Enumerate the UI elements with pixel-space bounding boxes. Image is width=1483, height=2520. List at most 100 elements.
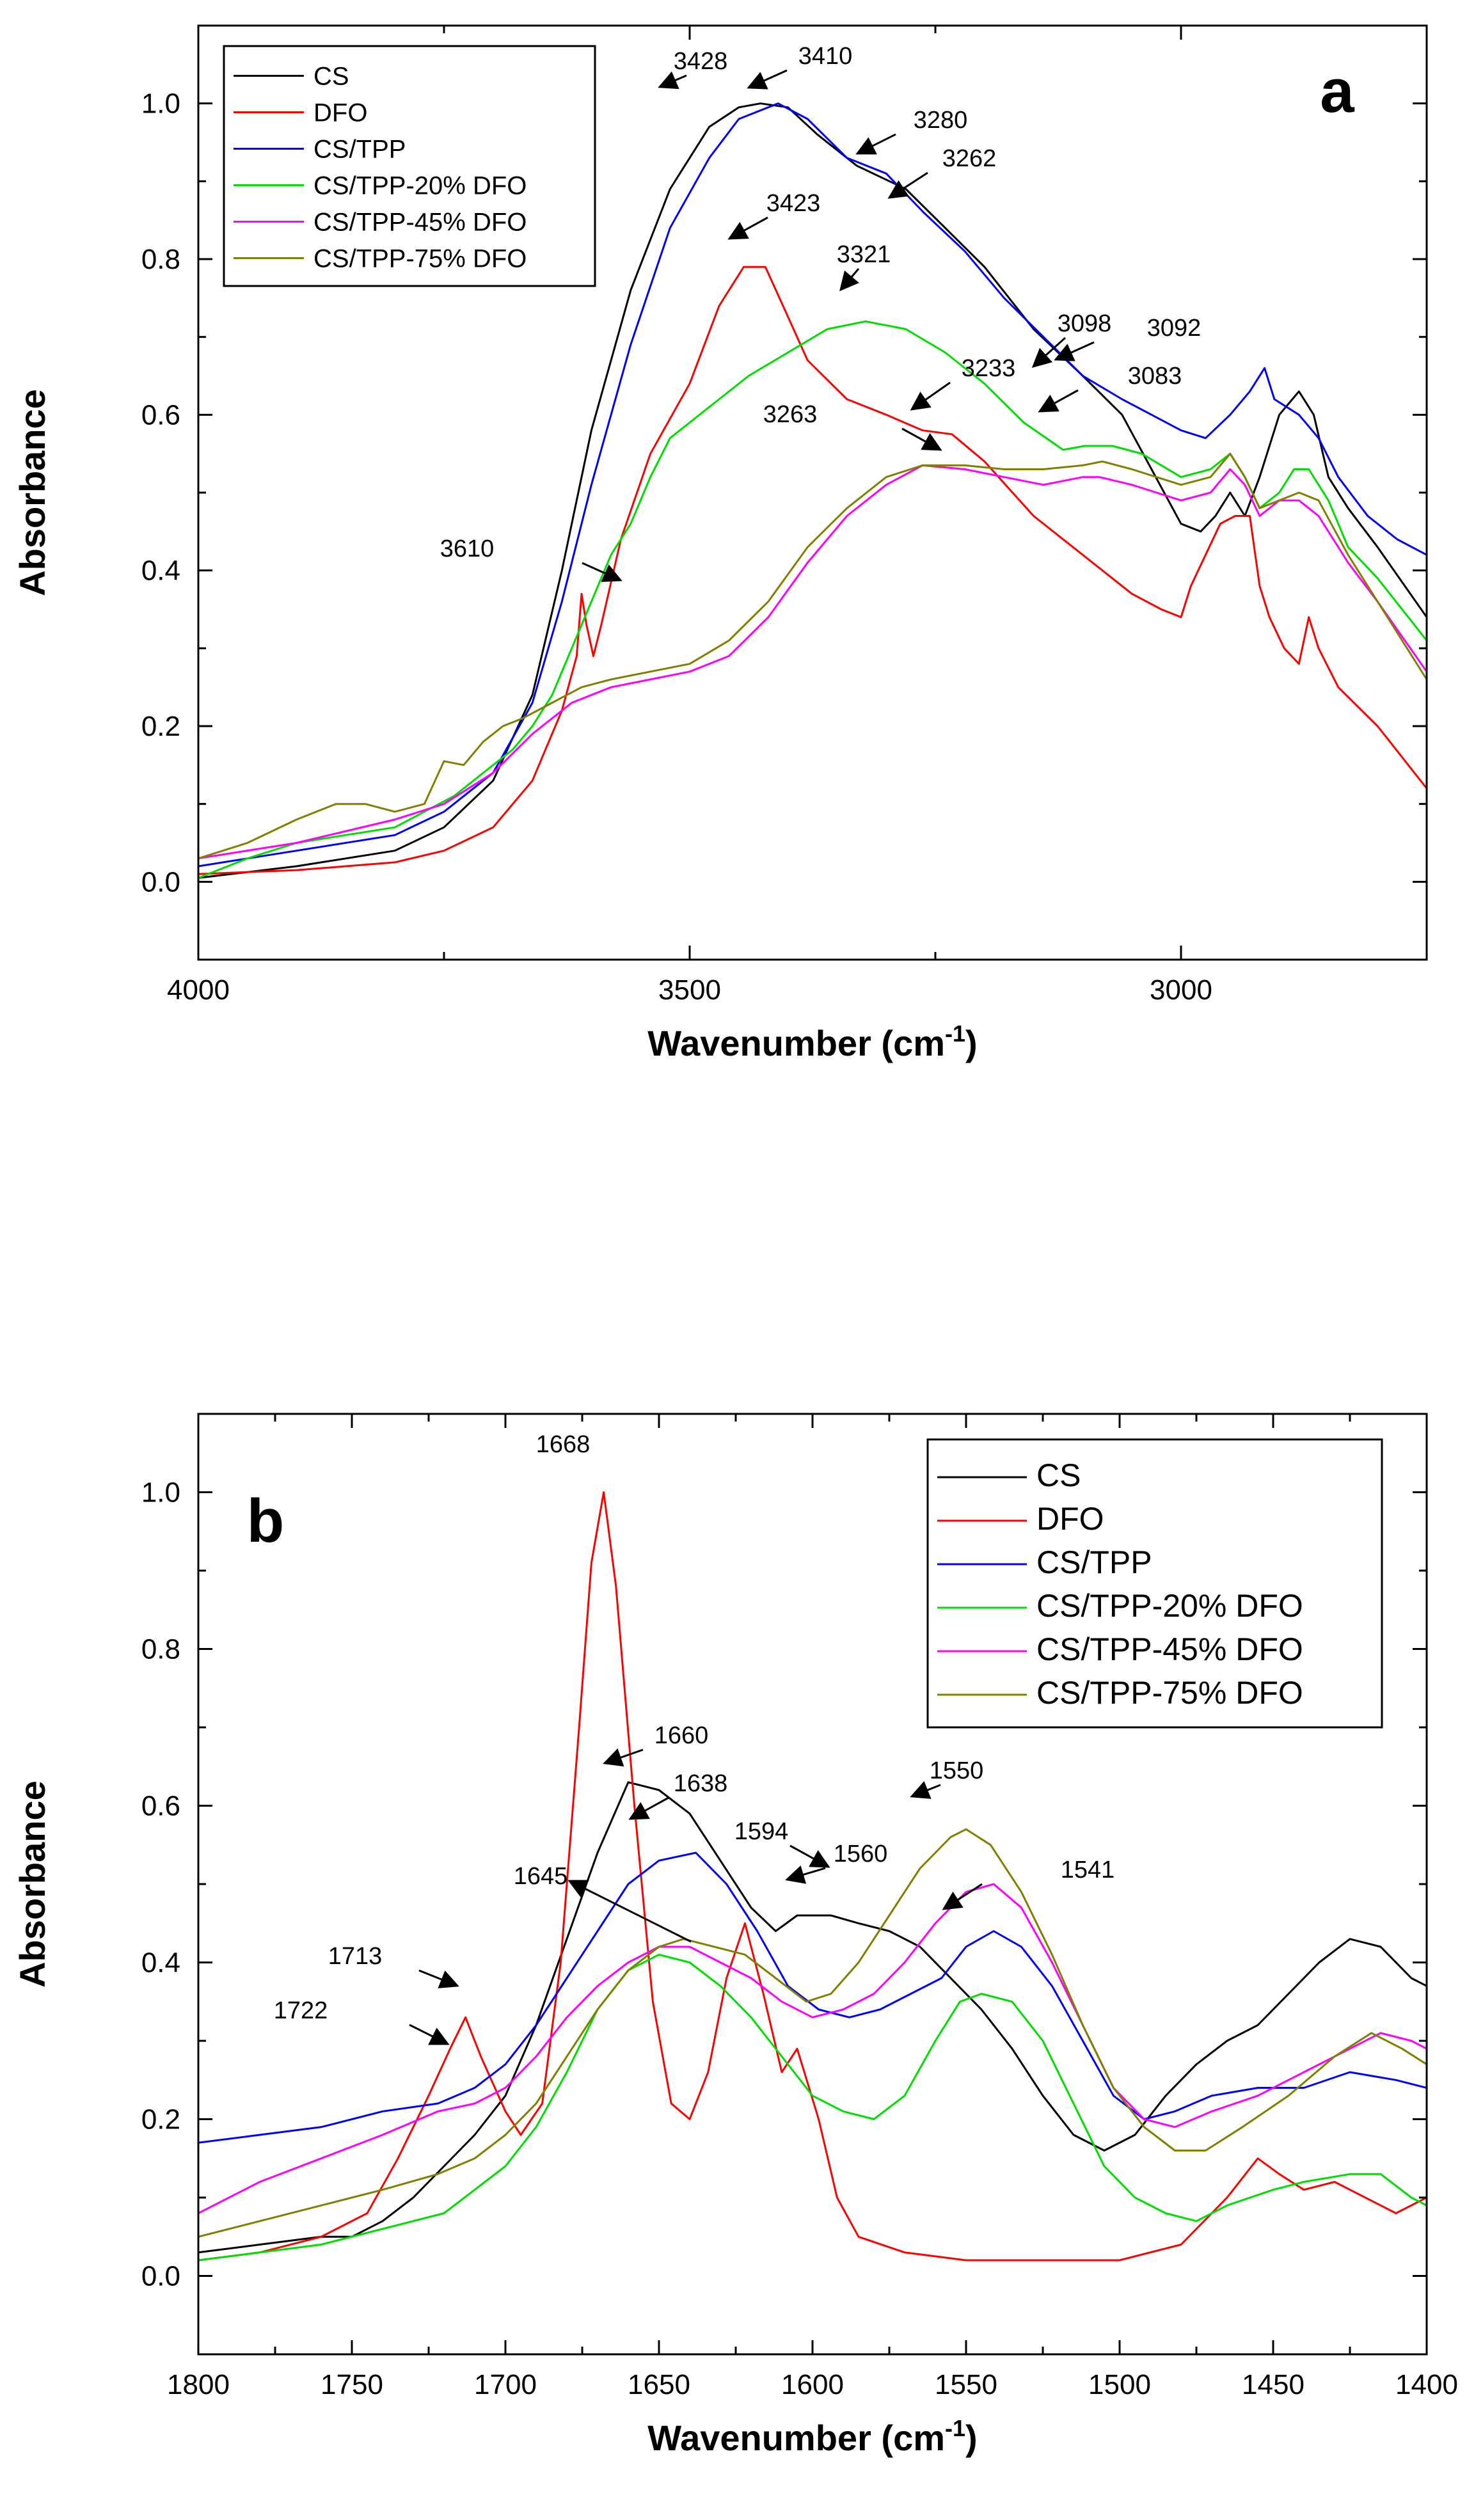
y-tick-label: 0.4 bbox=[141, 1947, 180, 1979]
peak-label-1594: 1594 bbox=[734, 1818, 789, 1845]
series-lines bbox=[198, 102, 1427, 879]
series-line-cs bbox=[198, 1781, 1427, 2254]
peak-label-3321: 3321 bbox=[837, 241, 891, 268]
y-axis-title: Absorbance bbox=[12, 389, 52, 596]
panel-letter: a bbox=[1320, 57, 1354, 125]
series-line-cs-tpp-75-dfo bbox=[198, 452, 1427, 860]
peak-arrow-1722 bbox=[409, 2024, 450, 2045]
peak-label-3280: 3280 bbox=[914, 107, 968, 134]
peak-label-3428: 3428 bbox=[674, 48, 728, 75]
peak-arrow-3263 bbox=[901, 427, 942, 451]
y-axis-title: Absorbance bbox=[12, 1780, 52, 1988]
legend-label-cs-tpp-20-dfo: CS/TPP-20% DFO bbox=[313, 172, 527, 200]
x-axis-title: Wavenumber (cm-1) bbox=[647, 2415, 977, 2458]
legend-label-cs-tpp-45-dfo: CS/TPP-45% DFO bbox=[1036, 1631, 1303, 1667]
legend-label-dfo: DFO bbox=[313, 99, 367, 127]
chart-panel-a: 4000 3500 3000 0.0 0.2 0.4 0.6 0.8 1.0 Wavenumber… bbox=[12, 24, 1428, 1063]
legend-label-cs-tpp: CS/TPP bbox=[313, 136, 406, 164]
series-line-dfo bbox=[198, 265, 1427, 875]
peak-arrow-3410 bbox=[747, 69, 788, 90]
y-tick-label: 1.0 bbox=[141, 1477, 180, 1509]
y-tick-label: 0.4 bbox=[141, 555, 180, 587]
x-tick-label: 1600 bbox=[781, 2369, 844, 2400]
y-tick-label: 0.0 bbox=[141, 866, 180, 898]
x-axis-title: Wavenumber (cm-1) bbox=[647, 1020, 977, 1063]
peak-label-3092: 3092 bbox=[1147, 315, 1201, 342]
x-tick-label: 1450 bbox=[1242, 2369, 1305, 2400]
x-tick-label: 1650 bbox=[628, 2369, 690, 2400]
chart-panel-b: 1800 1750 1700 1650 1600 1550 1500 1450 1400 0.0 0… bbox=[12, 1413, 1458, 2458]
x-tick-label: 1500 bbox=[1088, 2369, 1151, 2400]
y-tick-label: 0.2 bbox=[141, 711, 180, 742]
peak-label-1722: 1722 bbox=[274, 1997, 328, 2024]
peak-label-3423: 3423 bbox=[766, 190, 821, 217]
peak-arrow-3083 bbox=[1038, 389, 1079, 413]
peak-arrow-3098 bbox=[1031, 337, 1067, 368]
series-line-cs bbox=[198, 102, 1427, 879]
peak-label-1550: 1550 bbox=[930, 1757, 984, 1784]
legend: CS DFO CS/TPP CS/TPP-20% DFO CS/TPP-45% DFO C… bbox=[223, 45, 596, 287]
peak-arrow-1541 bbox=[942, 1883, 983, 1910]
peak-label-3083: 3083 bbox=[1128, 363, 1182, 390]
y-tick-label: 0.2 bbox=[141, 2104, 180, 2136]
series-line-cs-tpp bbox=[198, 1851, 1427, 2144]
peak-label-1560: 1560 bbox=[834, 1841, 888, 1867]
peak-arrow-3233 bbox=[910, 381, 951, 411]
x-tick-label: 3500 bbox=[658, 974, 721, 1006]
legend-label-dfo: DFO bbox=[1036, 1501, 1104, 1537]
x-tick-label: 1400 bbox=[1395, 2369, 1458, 2400]
peak-label-3263: 3263 bbox=[763, 401, 818, 428]
legend-label-cs: CS bbox=[1036, 1457, 1081, 1493]
peak-arrow-3610 bbox=[582, 562, 623, 582]
x-tick-label: 4000 bbox=[167, 974, 230, 1006]
legend-box bbox=[926, 1438, 1383, 1729]
legend-label-cs-tpp-75-dfo: CS/TPP-75% DFO bbox=[313, 245, 527, 273]
peak-arrow-1638 bbox=[628, 1796, 669, 1820]
peak-label-1713: 1713 bbox=[328, 1943, 383, 1970]
legend: CS DFO CS/TPP CS/TPP-20% DFO CS/TPP-45% DFO C… bbox=[926, 1438, 1383, 1729]
x-tick-label: 1750 bbox=[321, 2369, 383, 2400]
series-lines bbox=[198, 1491, 1427, 2262]
legend-label-cs-tpp-45-dfo: CS/TPP-45% DFO bbox=[313, 209, 527, 237]
peak-label-3610: 3610 bbox=[440, 535, 495, 562]
legend-label-cs: CS bbox=[313, 63, 349, 91]
legend-label-cs-tpp-75-dfo: CS/TPP-75% DFO bbox=[1036, 1675, 1303, 1711]
series-line-cs-tpp-45-dfo bbox=[198, 1883, 1427, 2214]
peak-arrow-1550 bbox=[910, 1781, 941, 1799]
peak-label-1660: 1660 bbox=[654, 1722, 709, 1749]
peak-arrow-3280 bbox=[855, 133, 896, 155]
peak-label-1541: 1541 bbox=[1061, 1857, 1115, 1883]
panel-letter: b bbox=[247, 1487, 285, 1555]
y-tick-label: 0.6 bbox=[141, 399, 180, 431]
y-tick-label: 0.6 bbox=[141, 1791, 180, 1822]
peak-label-1645: 1645 bbox=[514, 1863, 568, 1890]
series-line-cs-tpp-20-dfo bbox=[198, 1953, 1427, 2262]
x-tick-label: 3000 bbox=[1150, 974, 1212, 1006]
peak-label-3410: 3410 bbox=[798, 43, 853, 70]
x-tick-label: 1550 bbox=[935, 2369, 997, 2400]
peak-arrow-3428 bbox=[658, 71, 687, 90]
peak-arrow-1660 bbox=[603, 1748, 644, 1767]
series-line-cs-tpp bbox=[198, 102, 1427, 868]
peak-label-1668: 1668 bbox=[536, 1431, 591, 1458]
x-tick-label: 1700 bbox=[474, 2369, 537, 2400]
y-tick-label: 0.0 bbox=[141, 2261, 180, 2292]
peak-arrow-1594 bbox=[789, 1844, 830, 1868]
peak-arrow-3321 bbox=[839, 268, 860, 292]
y-tick-label: 0.8 bbox=[141, 1634, 180, 1665]
legend-label-cs-tpp: CS/TPP bbox=[1036, 1544, 1152, 1580]
peak-label-1638: 1638 bbox=[674, 1770, 728, 1797]
legend-box bbox=[223, 45, 596, 287]
peak-arrow-3423 bbox=[727, 216, 768, 240]
series-line-cs-tpp-45-dfo bbox=[198, 464, 1427, 860]
peak-label-3262: 3262 bbox=[942, 145, 997, 172]
peak-arrow-1645 bbox=[567, 1880, 692, 1943]
x-tick-label: 1800 bbox=[167, 2369, 230, 2400]
y-tick-label: 0.8 bbox=[141, 244, 180, 275]
legend-label-cs-tpp-20-dfo: CS/TPP-20% DFO bbox=[1036, 1588, 1303, 1624]
peak-arrow-1560 bbox=[785, 1865, 826, 1884]
series-line-dfo bbox=[198, 1491, 1427, 2262]
y-tick-label: 1.0 bbox=[141, 88, 180, 120]
